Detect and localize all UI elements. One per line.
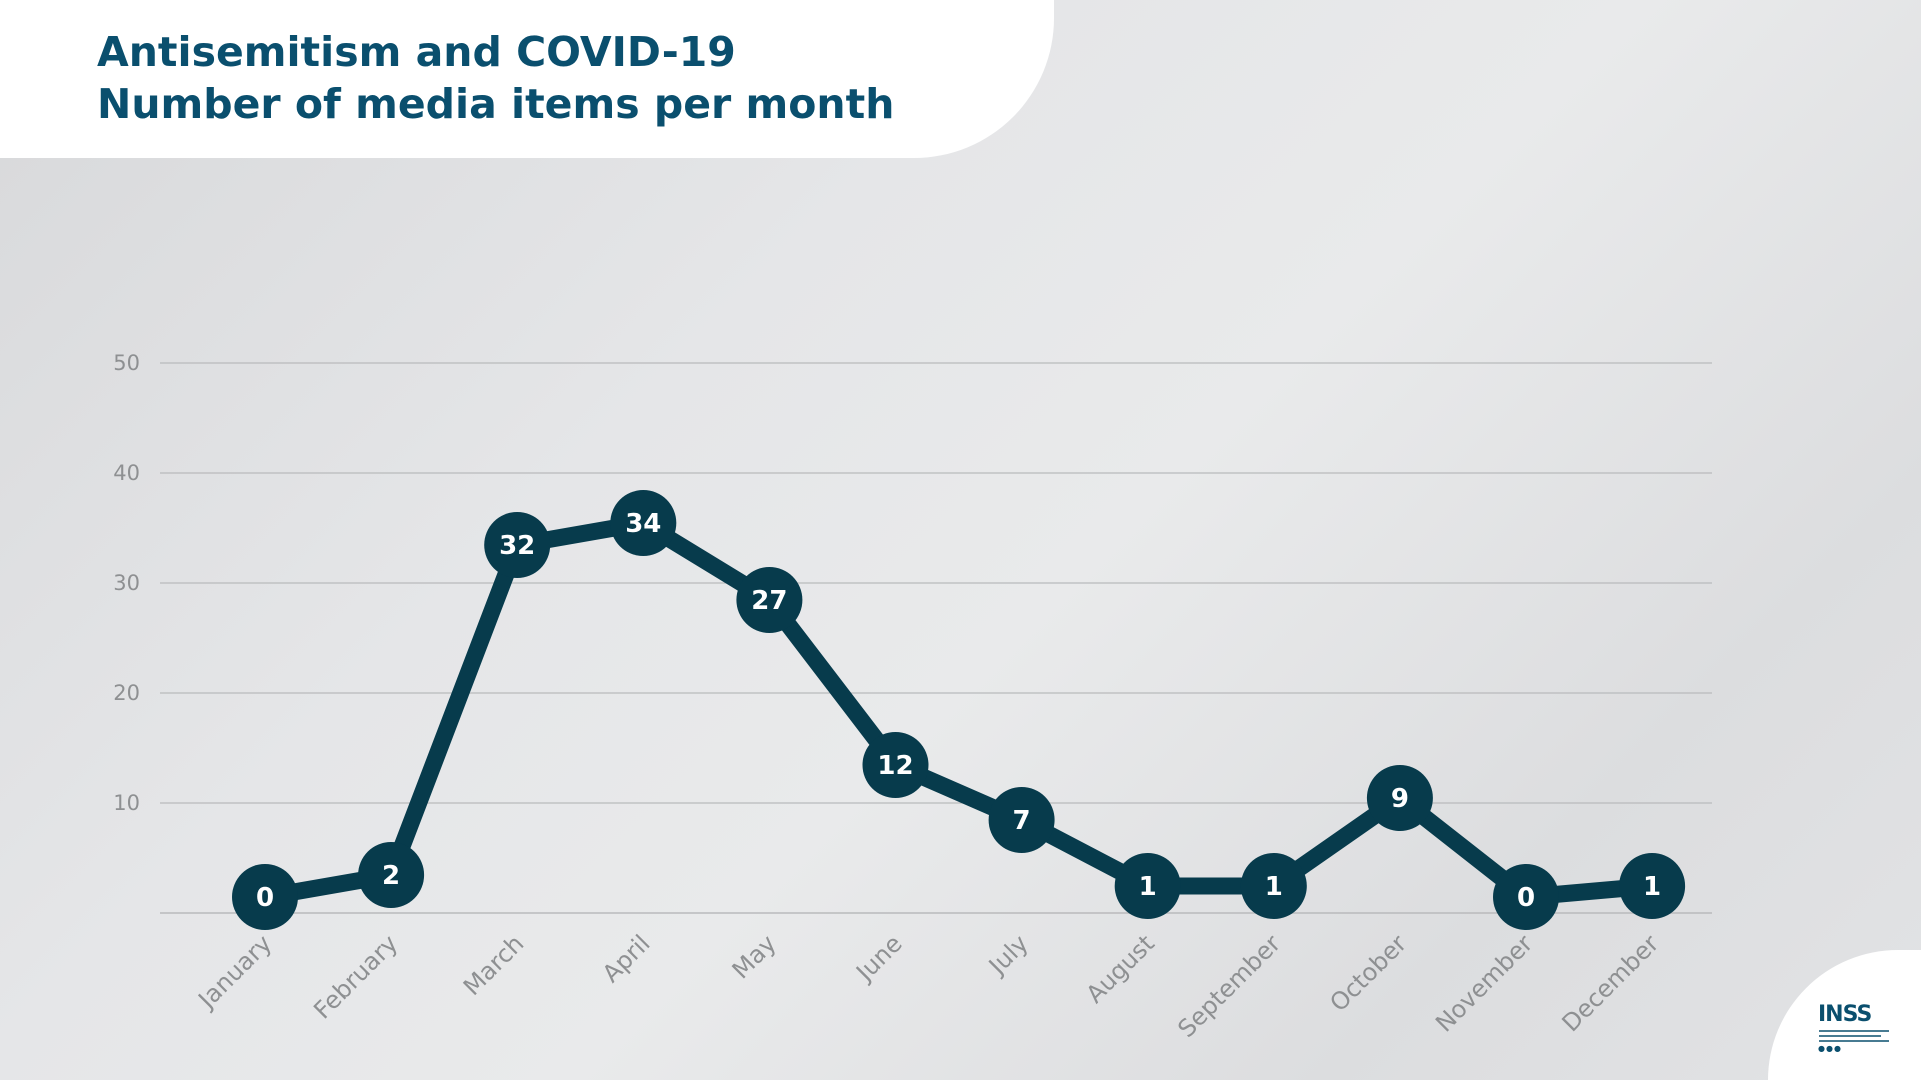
x-tick-label: April bbox=[597, 929, 656, 988]
header-panel bbox=[0, 0, 1054, 158]
data-label: 2 bbox=[382, 861, 400, 891]
x-tick-label: June bbox=[850, 929, 908, 987]
data-point-marker bbox=[1366, 765, 1433, 831]
chart-title: Antisemitism and COVID-19 bbox=[97, 28, 736, 76]
grid-lines bbox=[160, 362, 1712, 914]
data-point-marker bbox=[232, 864, 298, 930]
logo-mark: ●●● bbox=[1818, 1044, 1842, 1053]
data-label: 7 bbox=[1013, 806, 1031, 836]
series-line-path bbox=[256, 514, 1661, 906]
data-point-marker bbox=[610, 490, 677, 556]
logo-wordmark: INSS bbox=[1818, 1002, 1872, 1027]
y-tick-label: 50 bbox=[113, 351, 140, 375]
data-label: 9 bbox=[1391, 784, 1409, 814]
x-tick-label: October bbox=[1324, 929, 1412, 1017]
logo-rule bbox=[1819, 1040, 1889, 1042]
x-tick-label: May bbox=[727, 929, 782, 984]
x-tick-label: August bbox=[1081, 929, 1160, 1008]
data-label: 32 bbox=[499, 531, 535, 561]
y-axis-ticks: 10 20 30 40 50 bbox=[113, 351, 140, 815]
x-tick-label: September bbox=[1172, 929, 1286, 1043]
logo-rule bbox=[1819, 1035, 1881, 1037]
logo-rule bbox=[1819, 1030, 1889, 1032]
data-label: 27 bbox=[751, 586, 787, 616]
data-point-marker bbox=[1619, 853, 1686, 919]
x-tick-label: December bbox=[1557, 929, 1665, 1037]
chart-subtitle: Number of media items per month bbox=[97, 80, 895, 128]
y-tick-label: 20 bbox=[113, 681, 140, 705]
x-tick-label: July bbox=[982, 929, 1034, 981]
data-point-marker bbox=[1114, 853, 1181, 919]
y-tick-label: 30 bbox=[113, 571, 140, 595]
data-point-marker bbox=[358, 842, 425, 908]
data-label: 12 bbox=[877, 751, 913, 781]
x-tick-label: March bbox=[458, 929, 530, 1001]
data-point-marker bbox=[484, 512, 551, 578]
y-tick-label: 10 bbox=[113, 791, 140, 815]
x-tick-label: November bbox=[1430, 929, 1538, 1037]
data-label: 1 bbox=[1643, 872, 1661, 902]
y-tick-label: 40 bbox=[113, 461, 140, 485]
series-line bbox=[256, 514, 1661, 906]
data-label: 1 bbox=[1265, 872, 1283, 902]
data-point-marker bbox=[988, 787, 1055, 853]
x-tick-label: January bbox=[192, 929, 278, 1015]
data-label: 1 bbox=[1139, 872, 1157, 902]
data-points: 0 2 32 34 27 12 7 1 1 9 0 1 bbox=[232, 490, 1686, 930]
data-point-marker bbox=[862, 732, 929, 798]
x-axis-ticks: January February March April May June July Augu… bbox=[192, 929, 1665, 1043]
data-point-marker bbox=[736, 567, 803, 633]
data-label: 0 bbox=[256, 883, 274, 913]
x-tick-label: February bbox=[308, 929, 403, 1024]
data-label: 34 bbox=[625, 509, 661, 539]
data-point-marker bbox=[1493, 864, 1559, 930]
data-label: 0 bbox=[1517, 883, 1535, 913]
data-point-marker bbox=[1240, 853, 1307, 919]
inss-logo: INSS ●●● bbox=[1818, 1003, 1890, 1053]
